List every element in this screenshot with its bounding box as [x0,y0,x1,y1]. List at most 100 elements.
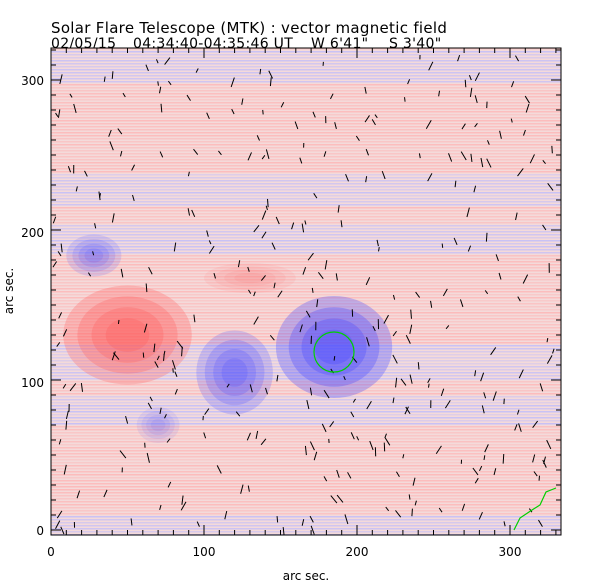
field-vector [253,224,260,233]
field-vector [538,519,543,527]
noise-stripe [51,225,561,227]
field-vector [92,251,95,256]
noise-stripe [51,243,561,245]
field-vector [546,439,552,450]
noise-stripe [51,297,561,299]
polarity-regions [63,234,393,443]
noise-stripe [51,390,561,392]
field-vector [343,376,346,381]
field-vector [159,504,162,510]
field-vector [552,348,555,354]
noise-stripe [51,141,561,143]
field-vector [503,521,506,527]
field-vector [364,86,367,94]
field-vector [195,68,199,73]
noise-stripe [51,195,561,197]
noise-stripe [51,306,561,308]
field-vector [180,501,187,511]
field-vector [265,149,270,160]
field-vector [58,312,63,319]
field-vector [63,464,67,475]
noise-stripe [51,348,561,350]
field-vector [329,421,335,428]
noise-stripe [51,237,561,239]
noise-stripe [51,375,561,377]
noise-stripe [51,234,561,236]
noise-stripe [51,288,561,290]
field-vector [187,171,190,177]
noise-stripe [51,222,561,224]
xtick-300: 300 [499,545,522,559]
field-vector [374,114,378,119]
field-vector [75,186,78,192]
ytick-100: 100 [21,376,44,390]
field-vector [111,351,116,361]
field-vector [271,242,276,250]
field-vector [159,407,162,415]
field-vector [355,135,360,141]
field-vector [146,452,150,463]
field-vector [145,64,149,72]
field-vector [299,157,303,164]
field-vector [157,81,159,86]
field-vector [224,510,228,520]
field-vector [171,360,176,370]
field-vector [400,378,407,386]
field-vector [499,130,502,139]
field-vector [409,324,413,334]
field-vector [301,223,305,233]
noise-stripe [51,291,561,293]
field-vector [330,495,338,504]
noise-stripe [51,60,561,62]
noise-stripe [51,327,561,329]
noise-stripe [51,498,561,500]
field-vector [62,383,67,389]
field-vector [261,155,266,160]
noise-stripe [51,507,561,509]
field-vector [427,383,430,388]
field-vector [461,123,466,130]
negative-region [196,330,273,415]
noise-stripe [51,465,561,467]
noise-stripe [51,387,561,389]
noise-stripe [51,330,561,332]
field-vector [55,112,59,117]
field-vector [60,526,65,535]
field-vector [546,355,553,364]
noise-stripe [51,366,561,368]
field-vector [149,396,153,402]
field-vector [392,330,397,337]
plot-frame [50,47,562,536]
field-vector [533,471,538,477]
noise-stripe [51,402,561,404]
positive-region [224,269,276,287]
field-vector [472,467,479,476]
noise-stripe [51,261,561,263]
field-vector [310,525,315,535]
field-vector [493,468,497,476]
noise-stripe [51,324,561,326]
field-vector [260,275,266,281]
field-vector [65,420,68,430]
field-vector [514,424,518,431]
field-vector [345,173,349,182]
noise-stripe [51,312,561,314]
field-vector [164,57,171,65]
noise-stripe [51,519,561,521]
noise-stripe [51,477,561,479]
field-vector [474,95,478,103]
noise-stripe [51,183,561,185]
field-vector [248,289,252,294]
noise-stripe [51,531,561,533]
field-vector [369,440,374,451]
field-vector [186,94,191,101]
field-vector [147,402,152,410]
noise-stripe [51,516,561,518]
field-vector [430,300,433,308]
field-vector [291,222,295,230]
field-vector [309,515,314,523]
field-vector [174,371,178,377]
noise-stripe [51,486,561,488]
field-vector [454,180,457,188]
noise-stripe [51,144,561,146]
